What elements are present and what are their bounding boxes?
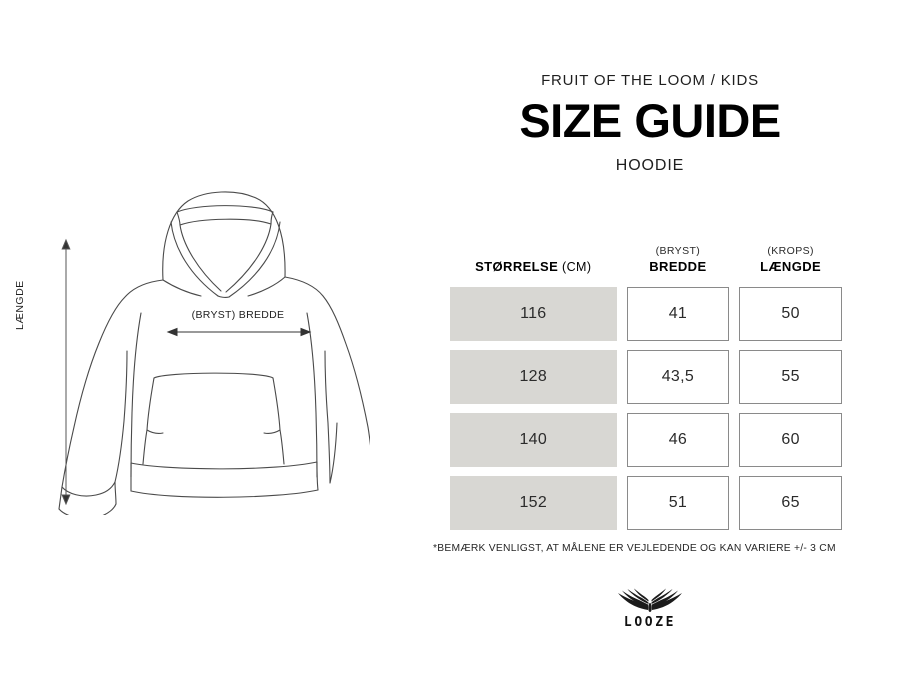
- cell-size: 128: [450, 350, 617, 404]
- cell-size: 140: [450, 413, 617, 467]
- table-row: 140 46 60: [450, 413, 842, 467]
- chest-width-label: (BRYST) BREDDE: [191, 309, 285, 321]
- table-header-row: STØRRELSE (CM) (BRYST) BREDDE (KROPS) LÆ…: [450, 232, 842, 274]
- column-header-laengde: (KROPS) LÆNGDE: [739, 245, 842, 274]
- cell-laengde: 65: [739, 476, 842, 530]
- size-table: STØRRELSE (CM) (BRYST) BREDDE (KROPS) LÆ…: [450, 232, 842, 539]
- hoodie-illustration: [30, 165, 370, 515]
- cell-laengde: 55: [739, 350, 842, 404]
- column-header-size-main: STØRRELSE (CM): [475, 259, 591, 274]
- hoodie-line-art-icon: [58, 191, 370, 515]
- logo-text: LOOZE: [623, 615, 677, 630]
- table-row: 116 41 50: [450, 287, 842, 341]
- cell-laengde: 60: [739, 413, 842, 467]
- column-header-laengde-main: LÆNGDE: [760, 259, 822, 274]
- header: FRUIT OF THE LOOM / KIDS SIZE GUIDE HOOD…: [450, 72, 850, 175]
- body-length-label: LÆNGDE: [14, 280, 26, 330]
- table-row: 128 43,5 55: [450, 350, 842, 404]
- cell-bredde: 41: [626, 287, 730, 341]
- measurement-disclaimer: *BEMÆRK VENLIGST, AT MÅLENE ER VEJLEDEND…: [433, 543, 836, 554]
- chest-width-arrow: [166, 327, 312, 337]
- brand-logo: LOOZE: [600, 588, 700, 630]
- column-header-bredde-main: BREDDE: [649, 259, 707, 274]
- cell-size: 152: [450, 476, 617, 530]
- cell-size: 116: [450, 287, 617, 341]
- cell-bredde: 46: [626, 413, 730, 467]
- column-header-bredde: (BRYST) BREDDE: [627, 245, 730, 274]
- cell-laengde: 50: [739, 287, 842, 341]
- page-title: SIZE GUIDE: [519, 94, 781, 147]
- table-body: 116 41 50 128 43,5 55 140 46 60 152 51 6…: [450, 287, 842, 530]
- column-header-size: STØRRELSE (CM): [450, 257, 617, 274]
- body-length-arrow: [61, 238, 71, 506]
- brand-line: FRUIT OF THE LOOM / KIDS: [541, 72, 759, 89]
- cell-bredde: 43,5: [626, 350, 730, 404]
- column-header-size-text: STØRRELSE: [475, 259, 559, 274]
- table-row: 152 51 65: [450, 476, 842, 530]
- garment-type: HOODIE: [615, 157, 685, 174]
- column-header-bredde-sub: (BRYST): [655, 245, 701, 257]
- wings-icon: [618, 588, 682, 612]
- column-header-size-unit: (CM): [558, 260, 592, 274]
- cell-bredde: 51: [626, 476, 730, 530]
- column-header-laengde-sub: (KROPS): [767, 245, 814, 257]
